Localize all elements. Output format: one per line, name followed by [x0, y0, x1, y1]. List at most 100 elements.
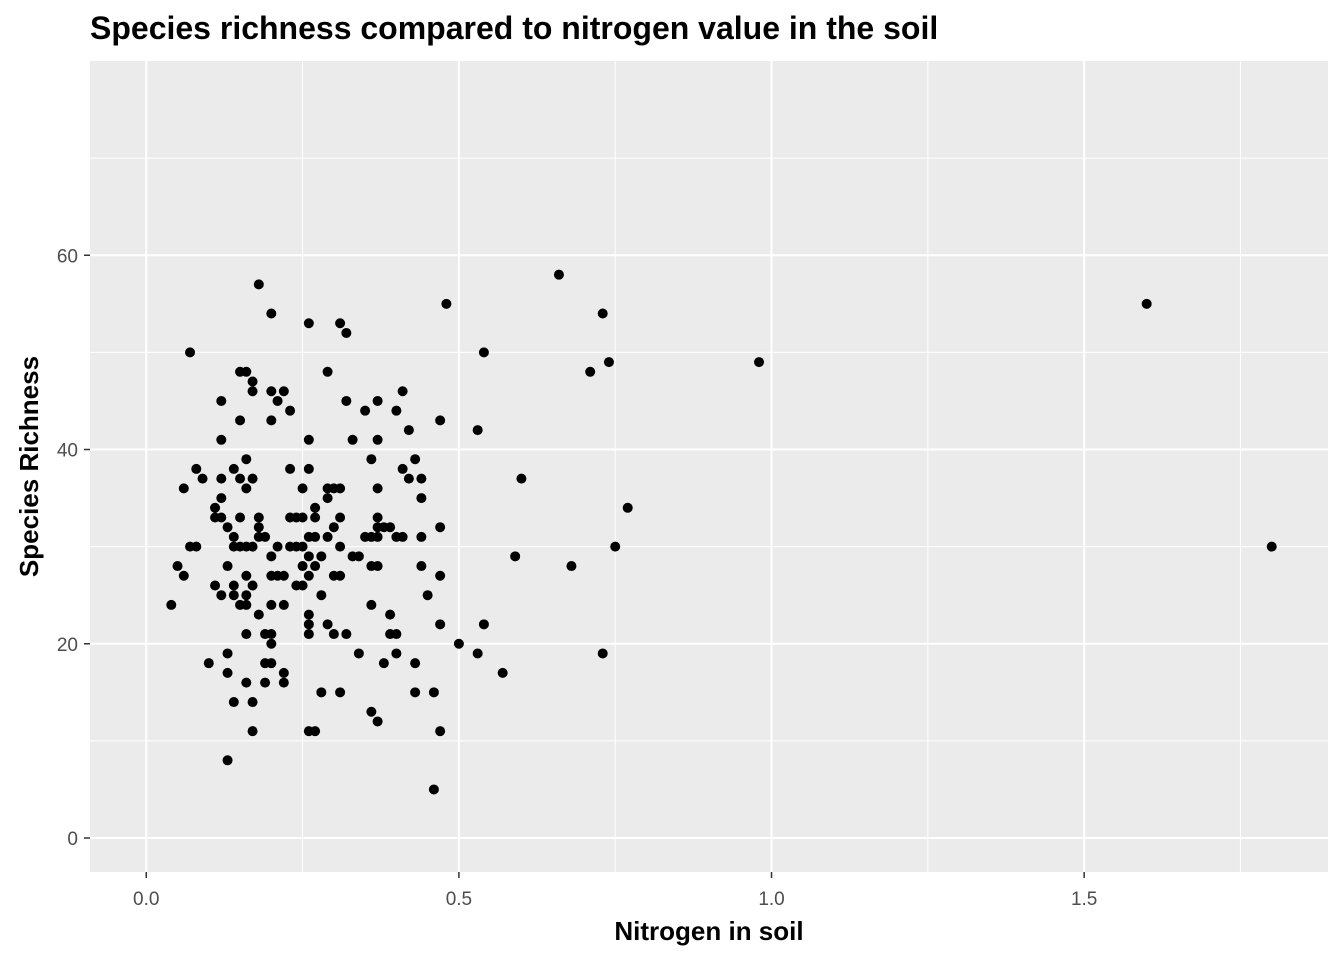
data-point [510, 551, 521, 562]
data-point [266, 638, 277, 649]
data-point [322, 531, 333, 542]
data-point [222, 648, 233, 659]
data-point [266, 658, 277, 669]
data-point [347, 434, 358, 445]
data-point [253, 512, 264, 523]
data-point [266, 599, 277, 610]
data-point [266, 308, 277, 319]
data-point [335, 483, 346, 494]
data-point [397, 531, 408, 542]
data-point [335, 570, 346, 581]
data-point [241, 366, 252, 377]
data-point [241, 570, 252, 581]
data-point [372, 512, 383, 523]
data-point [416, 473, 427, 484]
data-point [303, 609, 314, 620]
x-axis-title: Nitrogen in soil [614, 916, 803, 946]
data-point [372, 434, 383, 445]
data-point [247, 580, 258, 591]
data-point [622, 502, 633, 513]
data-point [353, 551, 364, 562]
data-point [428, 687, 439, 698]
data-point [303, 463, 314, 474]
data-point [322, 619, 333, 630]
y-axis-title: Species Richness [14, 356, 44, 577]
data-point [603, 357, 614, 368]
data-point [197, 473, 208, 484]
data-point [253, 279, 264, 290]
data-point [585, 366, 596, 377]
data-point [303, 318, 314, 329]
data-point [372, 561, 383, 572]
data-point [366, 706, 377, 717]
data-point [241, 599, 252, 610]
y-tick-label: 40 [57, 441, 78, 462]
data-point [278, 667, 289, 678]
data-point [328, 629, 339, 640]
data-point [260, 677, 271, 688]
data-point [235, 415, 246, 426]
data-point [310, 531, 321, 542]
data-point [360, 405, 371, 416]
data-point [303, 570, 314, 581]
data-point [1141, 298, 1152, 309]
data-point [372, 395, 383, 406]
data-point [1266, 541, 1277, 552]
data-point [403, 425, 414, 436]
data-point [472, 425, 483, 436]
data-points [166, 269, 1277, 795]
data-point [241, 483, 252, 494]
data-point [335, 318, 346, 329]
data-point [397, 386, 408, 397]
data-point [166, 599, 177, 610]
data-point [316, 590, 327, 601]
data-point [191, 463, 202, 474]
data-point [435, 619, 446, 630]
y-tick-label: 60 [57, 246, 78, 267]
data-point [235, 473, 246, 484]
data-point [428, 784, 439, 795]
data-point [335, 512, 346, 523]
x-tick-label: 1.0 [758, 889, 784, 910]
data-point [278, 677, 289, 688]
data-point [278, 386, 289, 397]
data-point [247, 726, 258, 737]
data-point [210, 502, 221, 513]
data-point [435, 726, 446, 737]
data-point [185, 347, 196, 358]
data-point [297, 561, 308, 572]
data-point [241, 677, 252, 688]
data-point [253, 609, 264, 620]
data-point [228, 463, 239, 474]
data-point [316, 551, 327, 562]
data-point [191, 541, 202, 552]
data-point [435, 522, 446, 533]
data-point [303, 619, 314, 630]
data-point [247, 541, 258, 552]
data-point [372, 531, 383, 542]
data-point [441, 298, 452, 309]
data-point [303, 629, 314, 640]
data-point [241, 454, 252, 465]
data-point [266, 415, 277, 426]
x-axis: 0.0 0.5 1.0 1.5 [133, 872, 1097, 910]
data-point [210, 580, 221, 591]
data-point [222, 522, 233, 533]
data-point [241, 629, 252, 640]
data-point [310, 561, 321, 572]
data-point [385, 609, 396, 620]
data-point [316, 687, 327, 698]
data-point [754, 357, 765, 368]
data-point [216, 434, 227, 445]
data-point [322, 366, 333, 377]
data-point [435, 415, 446, 426]
data-point [341, 629, 352, 640]
data-point [378, 658, 389, 669]
data-point [216, 493, 227, 504]
data-point [310, 512, 321, 523]
plot-panel [90, 61, 1328, 872]
data-point [303, 434, 314, 445]
data-point [372, 716, 383, 727]
y-tick-label: 0 [67, 829, 78, 850]
data-point [335, 541, 346, 552]
